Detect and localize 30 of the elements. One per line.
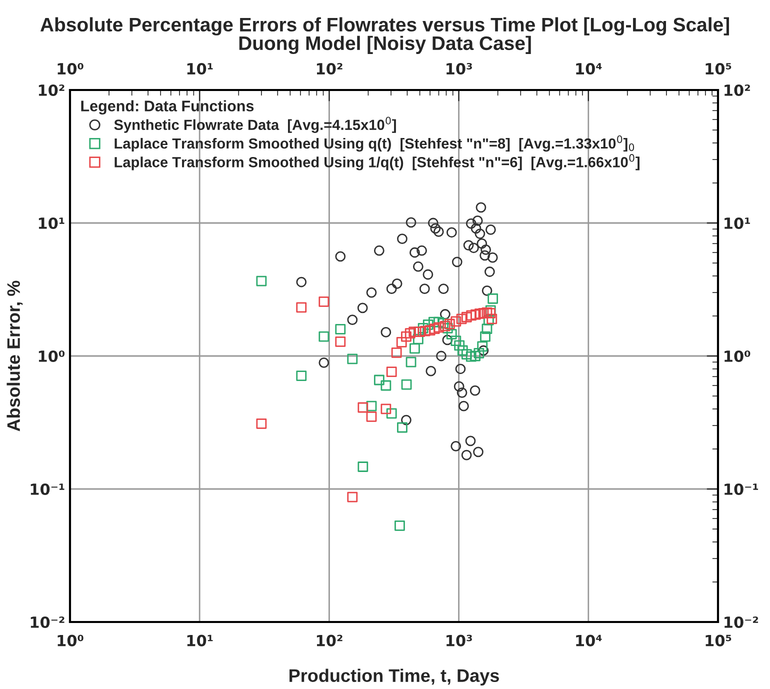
y-tick-label: 10⁻¹ [30, 483, 64, 496]
y-tick-label: 10⁰ [38, 350, 65, 362]
y-tick-label: 10¹ [38, 217, 64, 230]
y-tick-label: 10² [38, 84, 64, 96]
text: 10¹ [724, 217, 750, 230]
legend-label: Laplace Transform Smoothed Using 1/q(t) [Stehfest "n"=6] [Avg.=1.66x10$^{0}$] [114, 154, 640, 170]
x-tick-label: 10³ [446, 634, 472, 646]
chart-title: Absolute Percentage Errors of Flowrates versus Time Plot [Log-Log Scale] [40, 17, 729, 36]
x-tick-label: 10⁰ [58, 634, 84, 646]
text: 10¹ [187, 62, 213, 75]
text: 10⁰ [724, 350, 750, 362]
text: 10⁰ [58, 62, 84, 75]
text: 10⁵ [706, 62, 732, 75]
x-tick-label: 10¹ [187, 634, 213, 646]
y-axis-title: Absolute Error, % [6, 280, 23, 432]
x-tick-label: 10⁴ [576, 634, 602, 646]
legend-label: Synthetic Flowrate Data [Avg.=4.15x10$^{0}$] [114, 116, 396, 133]
x-tick-label: 10⁵ [706, 634, 732, 646]
text: 10² [724, 84, 750, 96]
text: 10⁻¹ [724, 483, 758, 496]
text: 10⁻² [724, 616, 758, 628]
chart-subtitle: Duong Model [Noisy Data Case] [239, 36, 531, 54]
text: 10⁴ [576, 62, 602, 75]
y-tick-label: 10⁻² [30, 616, 64, 628]
text: 10³ [446, 62, 472, 75]
legend-title: Legend: Data Functions [81, 100, 254, 115]
x-tick-label: 10² [316, 634, 342, 646]
x-axis-title: Production Time, t, Days [290, 668, 499, 686]
text: 10² [316, 62, 342, 75]
legend-label: Laplace Transform Smoothed Using q(t) [Stehfest "n"=8] [Avg.=1.33x10$^{0}$]$_{0}$ [114, 135, 634, 152]
